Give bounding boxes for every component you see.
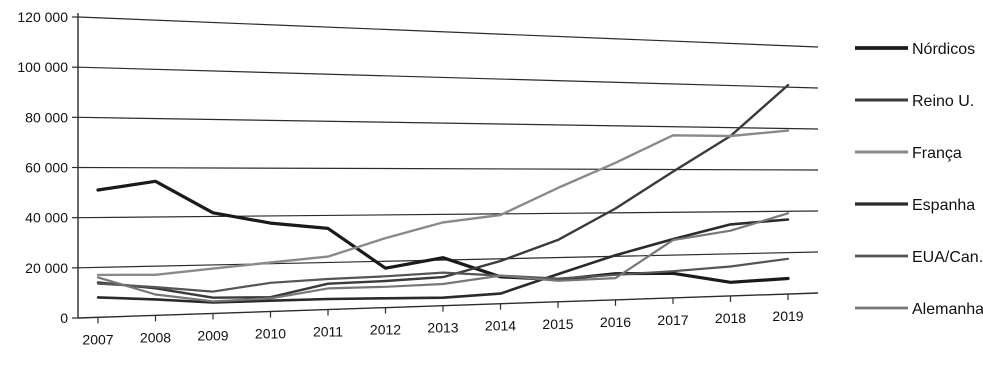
legend-label: França bbox=[912, 145, 962, 162]
x-tick-label: 2018 bbox=[715, 310, 746, 326]
legend-label: EUA/Can. bbox=[912, 249, 983, 266]
legend: Nórdicos Reino U. França Espanha EUA/Can. Ale… bbox=[855, 41, 983, 318]
x-tick-label: 2007 bbox=[82, 331, 113, 347]
x-tick-label: 2016 bbox=[600, 314, 631, 330]
axes bbox=[77, 13, 819, 319]
x-axis-ticks: 2007 2008 2009 2010 2011 2012 2013 2014 2015 2016… bbox=[82, 294, 804, 347]
legend-label: Nórdicos bbox=[912, 41, 975, 58]
y-tick-label: 100 000 bbox=[17, 59, 68, 75]
y-tick-label: 40 000 bbox=[25, 210, 68, 226]
x-tick-label: 2017 bbox=[657, 312, 688, 328]
series-line-5 bbox=[96, 212, 790, 303]
gridline bbox=[77, 66, 819, 89]
gridline bbox=[77, 210, 819, 219]
y-tick-label: 80 000 bbox=[25, 109, 68, 125]
x-tick-label: 2009 bbox=[197, 327, 228, 343]
gridline bbox=[77, 116, 819, 130]
x-tick-label: 2010 bbox=[255, 325, 286, 341]
series-line-2 bbox=[96, 129, 790, 277]
series-line-0 bbox=[96, 179, 790, 284]
y-axis-ticks: 0 20 000 40 000 60 000 80 000 100 000 120 000 bbox=[17, 9, 78, 326]
gridlines bbox=[77, 16, 819, 269]
series-line-4 bbox=[96, 257, 790, 293]
x-tick-label: 2015 bbox=[542, 316, 573, 332]
legend-label: Espanha bbox=[912, 197, 975, 214]
legend-label: Alemanha bbox=[912, 301, 983, 318]
legend-label: Reino U. bbox=[912, 93, 974, 110]
y-tick-label: 0 bbox=[60, 310, 68, 326]
x-tick-label: 2008 bbox=[140, 329, 171, 345]
gridline bbox=[77, 16, 819, 48]
series-lines bbox=[96, 83, 790, 304]
y-tick-label: 20 000 bbox=[25, 260, 68, 276]
y-tick-label: 60 000 bbox=[25, 160, 68, 176]
x-tick-label: 2013 bbox=[427, 320, 458, 336]
x-tick-label: 2012 bbox=[370, 322, 401, 338]
gridline bbox=[77, 166, 819, 171]
x-tick-label: 2014 bbox=[485, 318, 516, 334]
x-tick-label: 2011 bbox=[313, 324, 343, 340]
y-tick-label: 120 000 bbox=[17, 9, 68, 25]
series-line-1 bbox=[96, 83, 790, 299]
x-tick-label: 2019 bbox=[772, 308, 803, 324]
x-axis-line bbox=[77, 292, 819, 319]
